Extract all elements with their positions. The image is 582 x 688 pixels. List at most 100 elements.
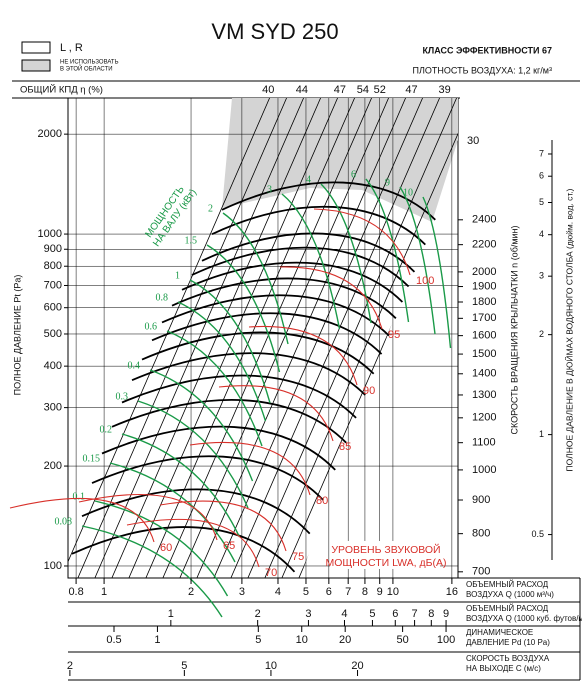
efficiency-axis-label: ОБЩИЙ КПД η (%): [20, 84, 103, 96]
x-tick-label: 8: [428, 608, 434, 620]
rpm-curve: [71, 526, 296, 573]
power-line: [206, 244, 281, 373]
x-tick-label: 5: [303, 586, 309, 598]
sound-curve: [126, 518, 260, 568]
y-tick-label: 800: [44, 260, 62, 272]
rpm-tick-label: 1600: [472, 330, 496, 342]
rpm-tick-label: 1200: [472, 412, 496, 424]
rpm-curve: [171, 277, 397, 319]
rpm-tick-label: 1700: [472, 312, 496, 324]
system-line: [144, 98, 386, 578]
x-tick-label: 10: [296, 634, 308, 646]
sound-curve: [78, 493, 218, 541]
power-line: [281, 193, 341, 330]
power-label: 1: [175, 270, 180, 281]
x-axis-label: ВОЗДУХА Q (1000 м³/ч): [466, 590, 554, 599]
sound-label: 75: [292, 551, 304, 563]
rpm-curve: [221, 181, 436, 221]
power-label: 4: [306, 174, 311, 185]
rpm-curve: [181, 261, 404, 303]
sound-label: 90: [363, 385, 375, 397]
inwg-tick-label: 0.5: [531, 529, 544, 539]
system-line: [161, 98, 403, 578]
x-tick-label: 2: [255, 608, 261, 620]
y-tick-label: 100: [44, 560, 62, 572]
power-label: 10: [403, 187, 413, 198]
efficiency-label: 54: [357, 84, 369, 96]
sound-label: 85: [339, 441, 351, 453]
x-tick-label: 5: [255, 634, 261, 646]
rpm-tick-label: 1000: [472, 464, 496, 476]
legend-swatch: [21, 41, 51, 54]
system-line: [178, 98, 420, 578]
y-tick-label: 700: [44, 279, 62, 291]
sound-curve: [313, 208, 411, 276]
x-tick-label: 9: [443, 608, 449, 620]
x-axis-label: СКОРОСТЬ ВОЗДУХА: [466, 654, 550, 663]
power-label: 0.08: [55, 516, 73, 527]
rpm-curve: [91, 455, 324, 501]
x-tick-label: 6: [392, 608, 398, 620]
rpm-tick-label: 900: [472, 494, 490, 506]
rpm-tick-label: 1400: [472, 368, 496, 380]
x-axis-label: ДИНАМИЧЕСКОЕ: [466, 628, 533, 637]
rpm-tick-label: 1800: [472, 296, 496, 308]
x-axis-label: НА ВЫХОДЕ C (м/с): [466, 664, 541, 673]
x-tick-label: 0.8: [68, 586, 83, 598]
rpm-tick-label: 2000: [472, 266, 496, 278]
power-line: [137, 400, 249, 509]
system-line: [263, 98, 458, 578]
power-line: [94, 500, 229, 597]
y-axis-label: ПОЛНОЕ ДАВЛЕНИЕ Pt (Pa): [12, 275, 22, 396]
rpm-curve: [201, 232, 416, 273]
system-line: [76, 98, 318, 578]
x-tick-label: 2: [67, 660, 73, 672]
x-axis-label: ДАВЛЕНИЕ Pd (10 Pa): [466, 638, 550, 647]
efficiency-label: 47: [405, 84, 417, 96]
x-tick-label: 0.5: [106, 634, 121, 646]
power-label: 6: [351, 169, 356, 180]
x-tick-label: 7: [345, 586, 351, 598]
power-line: [222, 212, 289, 345]
inwg-tick-label: 1: [539, 429, 544, 439]
power-label: 2: [208, 203, 213, 214]
sound-title: МОЩНОСТИ LWA, дБ(A): [325, 557, 446, 569]
sound-curve: [159, 500, 287, 552]
inwg-tick-label: 3: [539, 271, 544, 281]
sound-curve: [9, 497, 155, 543]
x-axis-label: ОБЪЕМНЫЙ РАСХОД: [466, 604, 549, 613]
sound-title: УРОВЕНЬ ЗВУКОВОЙ: [331, 543, 440, 556]
x-tick-label: 4: [341, 608, 347, 620]
inwg-tick-label: 4: [539, 229, 544, 239]
system-line: [229, 98, 458, 578]
power-label: 0.3: [116, 391, 129, 402]
rpm-curve: [101, 425, 336, 471]
y-tick-label: 900: [44, 243, 62, 255]
sound-label: 65: [223, 540, 235, 552]
system-line: [68, 98, 301, 578]
annotation: 30: [467, 135, 479, 147]
efficiency-class: КЛАСС ЭФФЕКТИВНОСТИ 67: [422, 45, 552, 55]
rpm-curve: [191, 246, 410, 288]
power-line: [149, 369, 254, 482]
rpm-curve: [161, 294, 390, 337]
power-line: [365, 178, 410, 323]
y-tick-label: 2000: [38, 128, 62, 140]
efficiency-label: 47: [334, 84, 346, 96]
rpm-curve: [141, 331, 375, 375]
y-tick-label: 300: [44, 402, 62, 414]
sound-label: 80: [316, 495, 328, 507]
chart-title: VM SYD 250: [211, 19, 338, 44]
y-tick-label: 500: [44, 328, 62, 340]
sound-curve: [248, 325, 358, 386]
power-label: 3: [267, 184, 272, 195]
power-line: [166, 330, 263, 447]
power-line: [121, 433, 241, 538]
rpm-tick-label: 700: [472, 566, 490, 578]
x-tick-label: 1: [168, 608, 174, 620]
rpm-tick-label: 2400: [472, 214, 496, 226]
rpm-tick-label: 800: [472, 528, 490, 540]
x-tick-label: 5: [181, 660, 187, 672]
rpm-curve: [211, 205, 426, 246]
